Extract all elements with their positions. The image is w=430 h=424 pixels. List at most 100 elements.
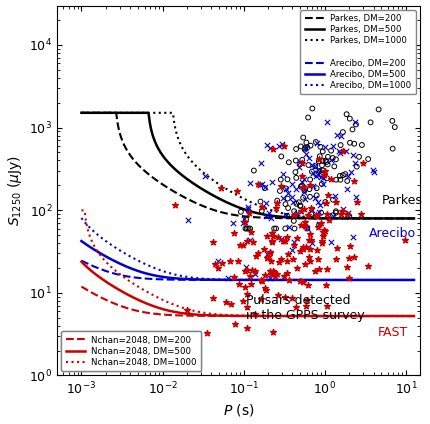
- Point: [301, 145, 308, 152]
- Point: [314, 256, 321, 263]
- Point: [276, 187, 283, 194]
- Point: [295, 163, 301, 170]
- Point: [313, 167, 320, 173]
- Point: [276, 176, 283, 183]
- Point: [302, 139, 309, 146]
- Point: [243, 325, 249, 332]
- Point: [310, 163, 317, 170]
- Point: [302, 244, 309, 251]
- Point: [266, 268, 273, 275]
- Point: [344, 173, 350, 180]
- Point: [288, 246, 295, 253]
- Point: [243, 303, 250, 310]
- Point: [329, 213, 336, 220]
- Point: [268, 229, 275, 236]
- Point: [299, 134, 306, 141]
- Point: [330, 163, 337, 170]
- Point: [327, 239, 334, 245]
- Point: [299, 194, 306, 201]
- Point: [319, 232, 326, 239]
- Point: [258, 208, 264, 215]
- Point: [269, 329, 276, 335]
- Point: [244, 206, 251, 212]
- Text: Parkes: Parkes: [381, 194, 421, 206]
- Point: [266, 250, 273, 257]
- Point: [341, 171, 348, 178]
- Point: [336, 173, 343, 179]
- Point: [322, 281, 329, 288]
- Point: [302, 151, 309, 158]
- Point: [288, 180, 295, 187]
- Point: [268, 239, 275, 246]
- Point: [353, 163, 359, 170]
- Point: [318, 240, 325, 247]
- Point: [297, 222, 304, 229]
- Point: [298, 160, 305, 167]
- Point: [267, 215, 274, 221]
- Point: [301, 260, 307, 267]
- Point: [241, 284, 248, 291]
- Point: [307, 211, 314, 218]
- Point: [268, 238, 275, 245]
- Point: [304, 282, 311, 289]
- Point: [358, 142, 365, 148]
- Point: [242, 264, 249, 271]
- Point: [308, 206, 315, 213]
- Point: [306, 181, 313, 188]
- Point: [319, 157, 326, 164]
- Point: [229, 220, 236, 226]
- Point: [312, 172, 319, 179]
- Point: [273, 270, 280, 277]
- Point: [227, 301, 233, 308]
- Point: [318, 162, 325, 169]
- Point: [375, 106, 381, 113]
- Point: [343, 186, 350, 192]
- Point: [300, 187, 307, 194]
- Point: [288, 295, 295, 301]
- Point: [290, 225, 297, 232]
- Point: [242, 216, 249, 223]
- Point: [266, 248, 273, 255]
- Point: [364, 156, 371, 162]
- Point: [318, 237, 325, 244]
- Point: [296, 159, 303, 165]
- Point: [270, 225, 277, 232]
- Point: [327, 176, 334, 182]
- Point: [251, 271, 258, 278]
- Point: [298, 278, 305, 285]
- Point: [344, 209, 351, 216]
- Point: [346, 243, 353, 250]
- Point: [226, 258, 233, 265]
- Point: [201, 173, 208, 179]
- Point: [306, 258, 313, 265]
- Point: [291, 169, 298, 176]
- Point: [252, 252, 259, 259]
- Point: [281, 201, 288, 207]
- Text: Arecibo: Arecibo: [368, 226, 415, 240]
- Point: [285, 277, 292, 284]
- Point: [323, 302, 330, 309]
- Point: [263, 232, 270, 239]
- Point: [332, 156, 338, 163]
- Point: [246, 272, 253, 279]
- Point: [388, 78, 395, 85]
- Point: [172, 202, 178, 209]
- Legend: Nchan=2048, DM=200, Nchan=2048, DM=500, Nchan=2048, DM=1000: Nchan=2048, DM=200, Nchan=2048, DM=500, …: [61, 331, 201, 371]
- Point: [299, 243, 306, 250]
- Point: [357, 211, 364, 218]
- Point: [337, 211, 344, 218]
- Point: [329, 212, 336, 218]
- Point: [342, 111, 349, 117]
- Point: [246, 179, 253, 186]
- Point: [313, 185, 319, 192]
- Point: [239, 241, 246, 248]
- Point: [243, 266, 250, 273]
- Point: [224, 275, 230, 282]
- Point: [277, 153, 284, 160]
- Point: [273, 291, 280, 298]
- Point: [312, 139, 319, 145]
- Point: [305, 154, 312, 161]
- Point: [301, 196, 307, 203]
- Point: [301, 145, 308, 151]
- Point: [272, 204, 279, 211]
